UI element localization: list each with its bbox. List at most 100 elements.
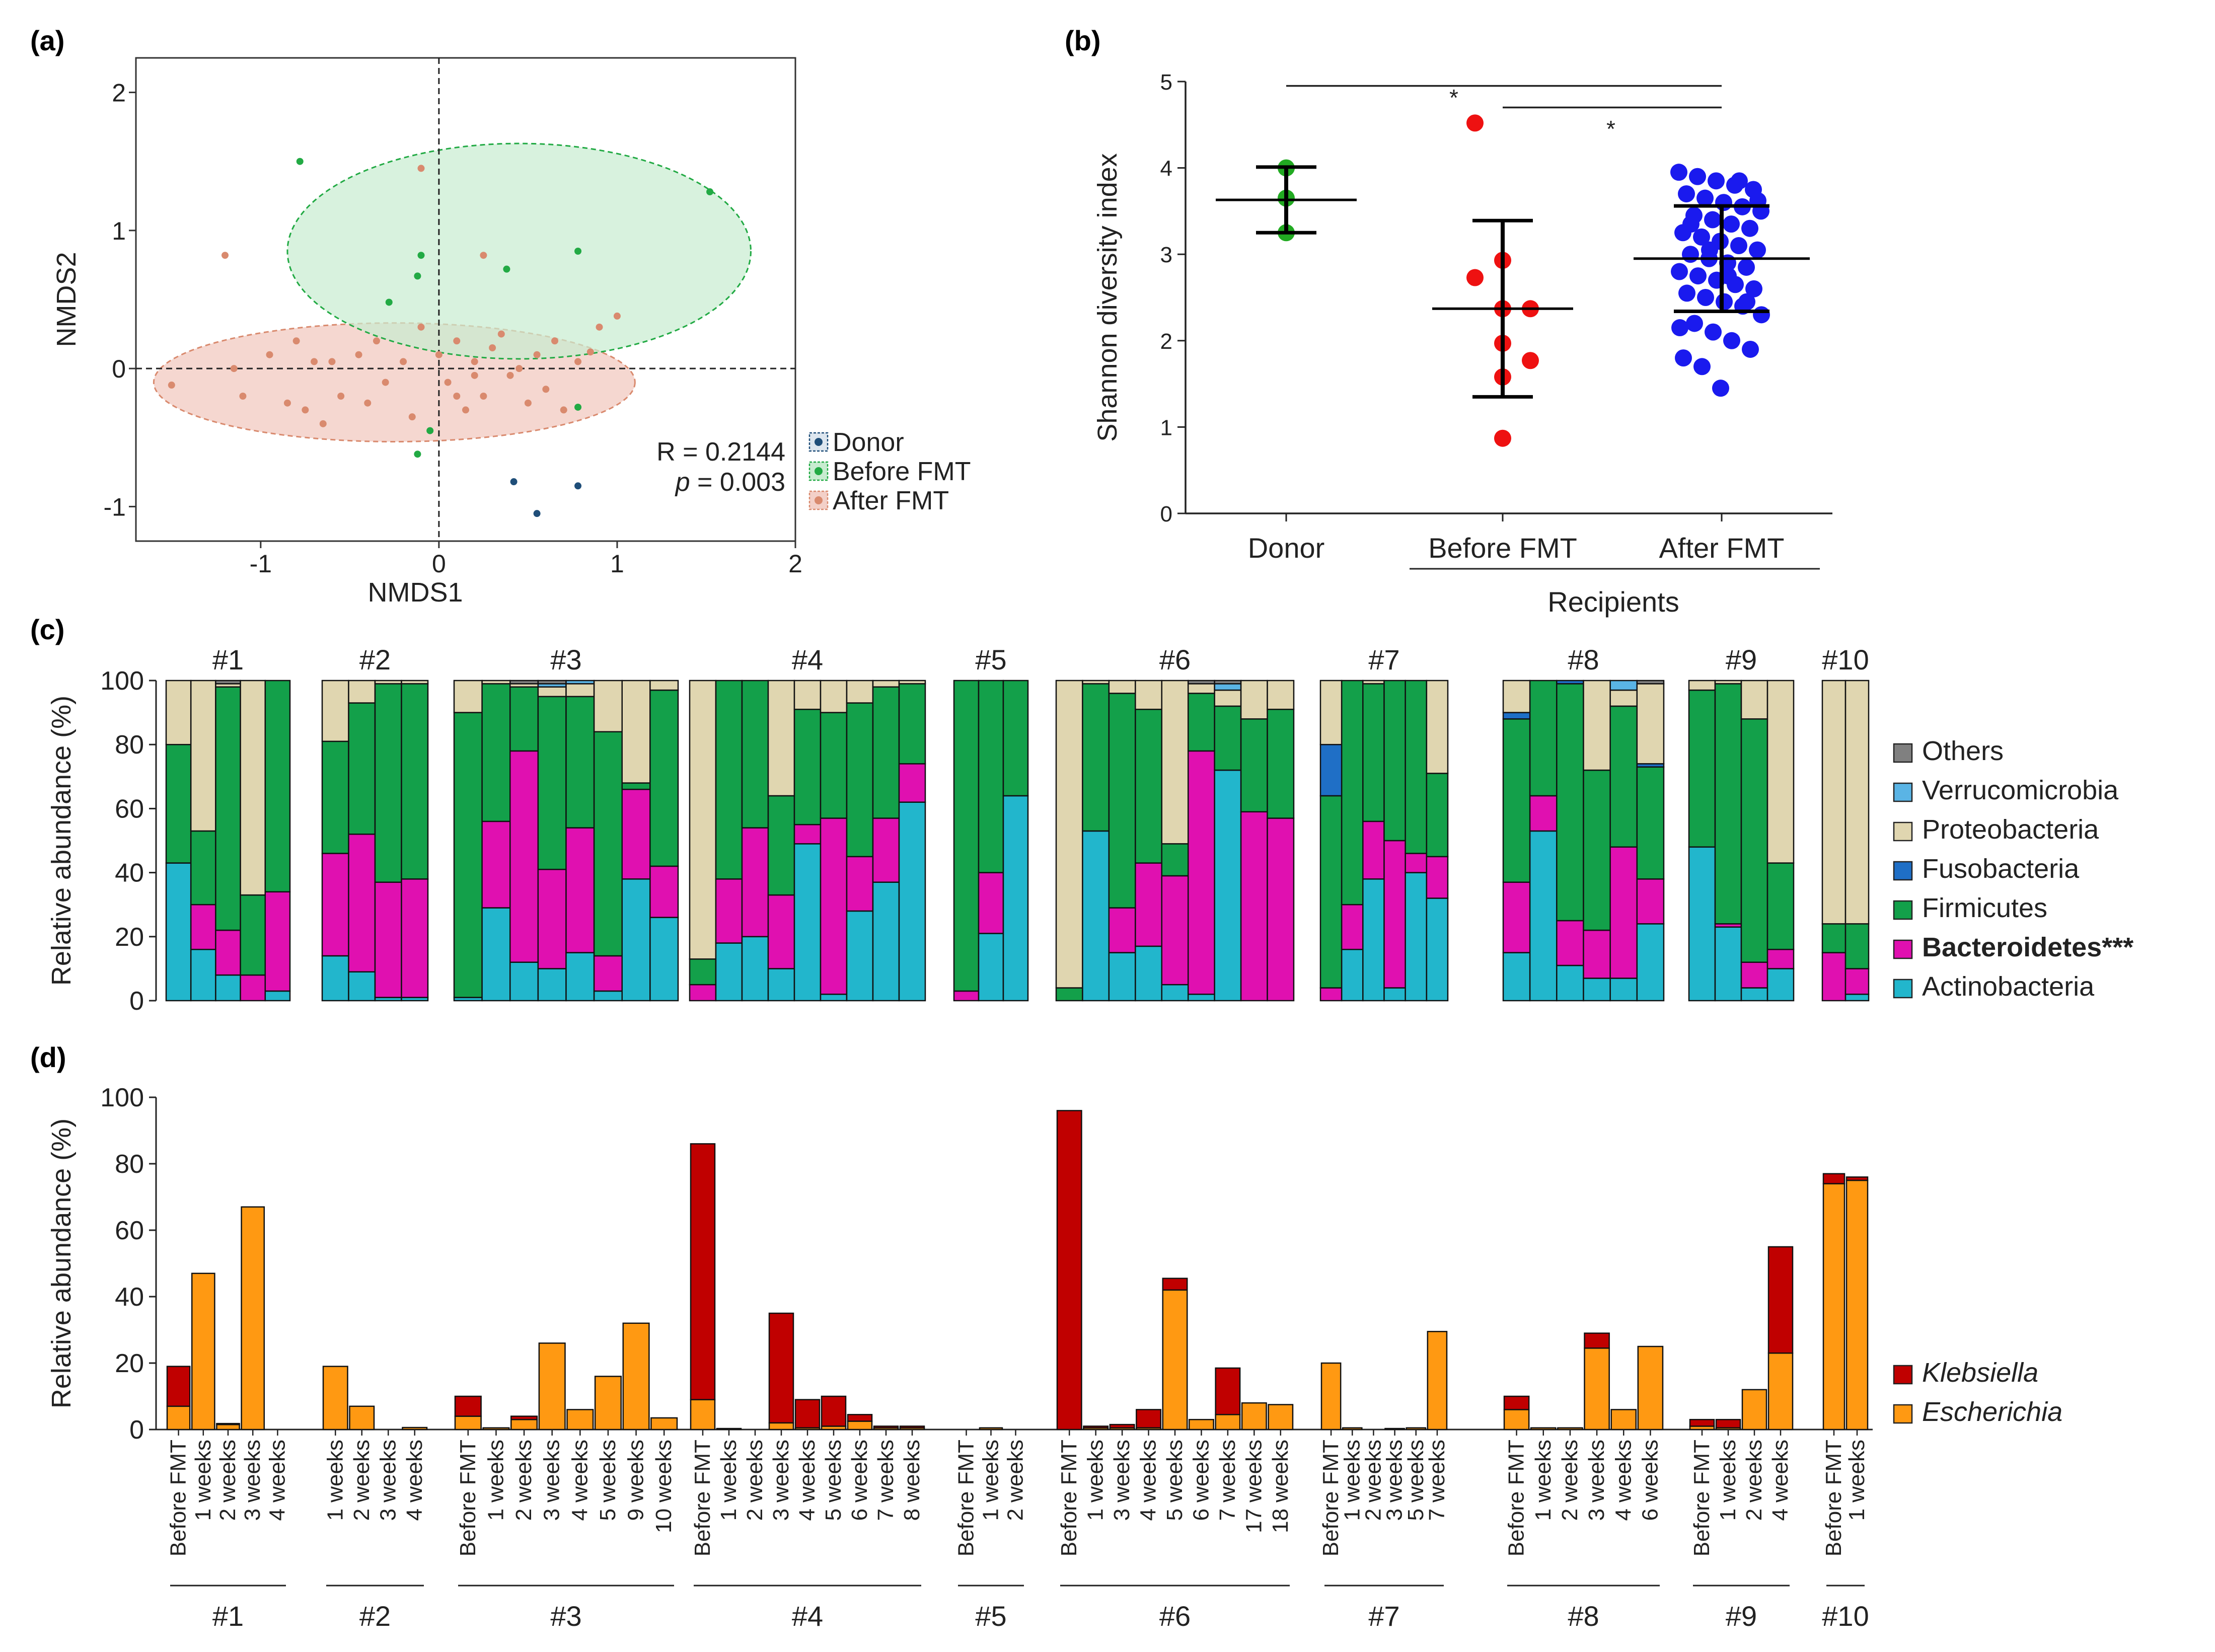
bar-label: 2 weeks <box>1361 1440 1385 1521</box>
bar-segment-escherichia <box>847 1420 873 1431</box>
bar-label: 4 weeks <box>1768 1440 1793 1521</box>
bar-segment-firmicutes <box>264 680 291 893</box>
shannon-point-after-fmt <box>1686 315 1703 332</box>
bar-segment-actinobacteria <box>1082 830 1110 1002</box>
bar-segment-klebsiella <box>166 1366 191 1407</box>
x-tick-label: -1 <box>250 550 272 578</box>
y-tick-label: 0 <box>129 987 144 1016</box>
group-label: #8 <box>1568 1600 1599 1632</box>
point-after-fmt <box>506 371 514 379</box>
bar-segment-proteobacteria <box>621 680 651 784</box>
bar-segment-proteobacteria <box>1108 680 1136 694</box>
bar-segment-escherichia <box>1741 1389 1767 1431</box>
x-tick-label: 0 <box>432 550 446 578</box>
group-label: #7 <box>1368 1600 1399 1632</box>
bar-segment-firmicutes <box>715 680 743 880</box>
y-tick-label: 100 <box>100 666 144 696</box>
point-after-fmt <box>417 323 425 331</box>
bar-label: 1 weeks <box>1844 1440 1869 1521</box>
bar-segment-bacteroidetes <box>348 834 376 973</box>
shannon-point-after-fmt <box>1693 228 1710 246</box>
bar-segment-proteobacteria <box>1502 680 1531 713</box>
point-after-fmt <box>462 406 469 414</box>
x-axis-label: NMDS1 <box>367 577 463 608</box>
bar-segment-escherichia <box>1384 1428 1405 1431</box>
bar-segment-actinobacteria <box>1362 878 1385 1002</box>
point-after-fmt <box>283 399 291 407</box>
group-label: #2 <box>359 644 391 675</box>
shannon-point-after-fmt <box>1704 211 1721 229</box>
bar-segment-firmicutes <box>1240 718 1268 813</box>
bar-segment-bacteroidetes <box>621 788 651 880</box>
point-after-fmt <box>613 312 621 320</box>
point-after-fmt <box>230 365 238 372</box>
shannon-point-after-fmt <box>1731 172 1748 190</box>
point-donor <box>533 510 541 517</box>
bar-segment-others <box>1636 680 1665 685</box>
shannon-point-after-fmt <box>1708 172 1725 190</box>
bar-segment-escherichia <box>594 1376 622 1431</box>
bar-label: Before FMT <box>690 1440 715 1556</box>
bar-label: 1 weeks <box>1716 1440 1740 1521</box>
bar-segment-bacteroidetes <box>872 817 900 883</box>
bar-segment-escherichia <box>566 1409 594 1431</box>
significance-star: * <box>1449 85 1458 111</box>
shannon-point-after-fmt <box>1720 267 1737 285</box>
bar-segment-actinobacteria <box>565 952 595 1002</box>
before-fmt-ellipse <box>286 142 752 360</box>
bar-label: 7 weeks <box>1215 1440 1240 1521</box>
bar-segment-firmicutes <box>1766 862 1795 950</box>
legend-label: Proteobacteria <box>1922 814 2099 845</box>
bar-segment-actinobacteria <box>898 801 926 1002</box>
bar-segment-actinobacteria <box>715 942 743 1002</box>
bar-segment-bacteroidetes <box>846 856 874 912</box>
legend-label: Firmicutes <box>1922 893 2047 923</box>
bar-segment-klebsiella <box>899 1425 925 1429</box>
bar-segment-firmicutes <box>1383 680 1406 842</box>
bar-segment-proteobacteria <box>1135 680 1163 710</box>
bar-segment-firmicutes <box>1821 923 1847 953</box>
point-after-fmt <box>471 358 478 365</box>
bar-segment-actinobacteria <box>165 862 192 1002</box>
bar-label: 5 weeks <box>1162 1440 1187 1521</box>
bar-label: 2 weeks <box>1003 1440 1028 1521</box>
bar-segment-actinobacteria <box>1426 897 1449 1002</box>
bar-segment-firmicutes <box>898 683 926 765</box>
point-before-fmt <box>503 265 510 273</box>
bar-segment-proteobacteria <box>1082 680 1110 685</box>
bar-segment-bacteroidetes <box>1267 817 1295 1002</box>
group-label: #2 <box>359 1600 391 1632</box>
plot-frame <box>135 57 796 542</box>
bar-segment-klebsiella <box>794 1399 821 1429</box>
bar-segment-klebsiella <box>1715 1418 1741 1429</box>
bar-label: 1 weeks <box>1531 1440 1556 1521</box>
legend-label: Before FMT <box>833 457 971 486</box>
bar-segment-escherichia <box>1584 1347 1610 1431</box>
y-tick-label: 1 <box>112 217 126 245</box>
bar-label: 1 weeks <box>191 1440 215 1521</box>
bar-segment-bacteroidetes <box>1609 846 1638 979</box>
bar-segment-bacteroidetes <box>509 750 539 963</box>
group-label: #3 <box>550 644 581 675</box>
group-label: #5 <box>975 1600 1006 1632</box>
legend-swatch <box>1893 861 1913 881</box>
x-tick-label: Donor <box>1248 532 1325 564</box>
y-tick-label: 80 <box>115 1150 144 1179</box>
bar-segment-actinobacteria <box>190 948 216 1002</box>
bar-segment-fusobacteria <box>1556 680 1584 685</box>
bar-segment-bacteroidetes <box>715 878 743 944</box>
bar-segment-proteobacteria <box>374 680 402 685</box>
bar-segment-firmicutes <box>872 686 900 819</box>
bar-segment-proteobacteria <box>1688 680 1716 691</box>
bar-label: 8 weeks <box>900 1440 924 1521</box>
bar-segment-escherichia <box>1188 1418 1214 1431</box>
bar-segment-escherichia <box>538 1342 566 1431</box>
point-after-fmt <box>168 382 175 389</box>
bar-segment-firmicutes <box>741 680 769 829</box>
legend-swatch <box>1893 900 1913 920</box>
bar-segment-proteobacteria <box>348 680 376 704</box>
bar-segment-actinobacteria <box>846 910 874 1002</box>
stat-r: R = 0.2144 <box>656 437 785 467</box>
y-tick-label: 1 <box>1160 415 1172 440</box>
bar-segment-bacteroidetes <box>820 817 848 995</box>
